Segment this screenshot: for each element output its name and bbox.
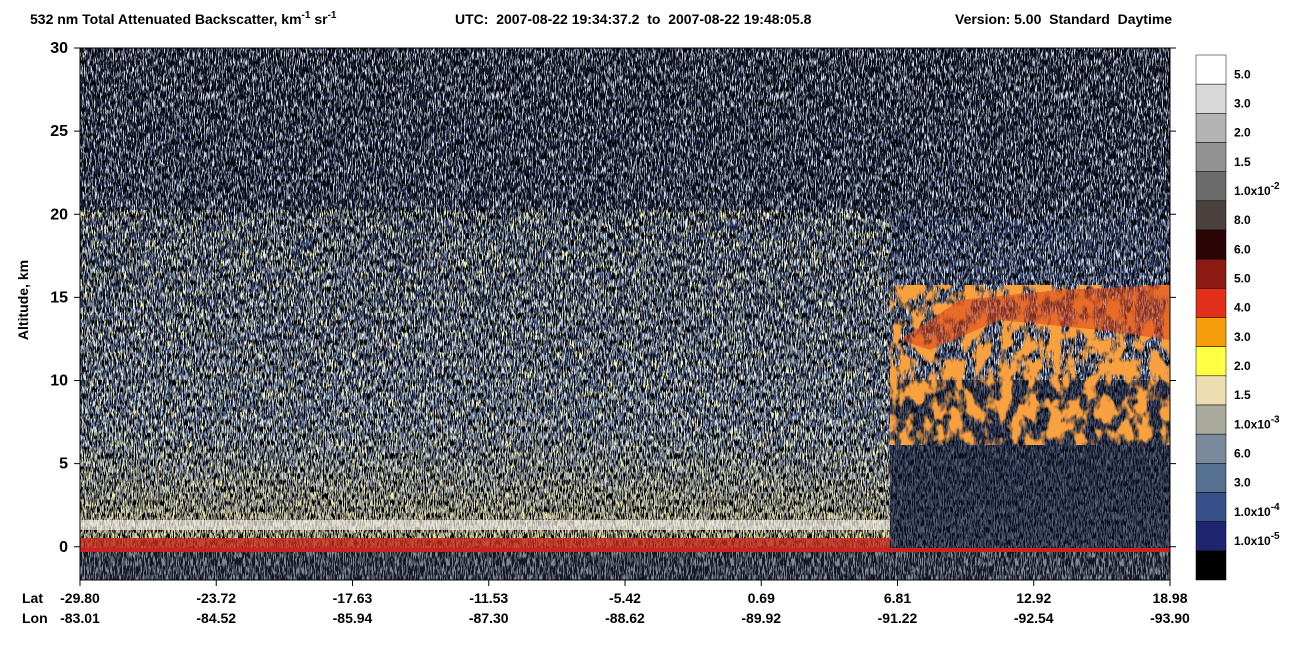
chart-title: 532 nm Total Attenuated Backscatter, km-… [30, 10, 337, 27]
title-exp: -1 [328, 10, 337, 21]
colorbar-label: 1.5 [1234, 388, 1251, 402]
colorbar-label-text: 1.5 [1234, 388, 1251, 402]
colorbar-label: 6.0 [1234, 242, 1251, 256]
x-tick-label: 6.81 [884, 590, 911, 606]
colorbar-box [1195, 375, 1227, 406]
colorbar-box [1195, 550, 1227, 581]
colorbar-box [1195, 54, 1227, 85]
colorbar-label-text: 3.0 [1234, 330, 1251, 344]
x-tick-label: -83.01 [60, 610, 100, 626]
x-tick-label: 18.98 [1152, 590, 1187, 606]
x-tick-label: -87.30 [469, 610, 509, 626]
x-tick-label: -84.52 [196, 610, 236, 626]
colorbar-label-exp: -4 [1271, 502, 1280, 513]
x-tick-label: -29.80 [60, 590, 100, 606]
colorbar-box [1195, 113, 1227, 143]
colorbar-label-text: 8.0 [1234, 213, 1251, 227]
colorbar-label: 1.5 [1234, 155, 1251, 169]
colorbar-label: 3.0 [1234, 476, 1251, 490]
y-axis-label: Altitude, km [15, 260, 31, 340]
colorbar-box [1195, 463, 1227, 493]
title-exp: -1 [302, 10, 311, 21]
x-tick-label: -11.53 [469, 590, 508, 606]
x-tick-label: -88.62 [605, 610, 645, 626]
title-unit: sr [310, 11, 328, 27]
x-tick-label: -92.54 [1014, 610, 1054, 626]
colorbar-label: 8.0 [1234, 213, 1251, 227]
colorbar-box [1195, 229, 1227, 260]
colorbar-label-exp: -3 [1271, 414, 1280, 425]
x-tick-label: 12.92 [1016, 590, 1051, 606]
colorbar-label-text: 1.0x10 [1234, 505, 1271, 519]
colorbar-label-text: 1.0x10 [1234, 184, 1271, 198]
colorbar-box [1195, 433, 1227, 464]
colorbar-label: 1.0x10-3 [1234, 414, 1280, 431]
colorbar-label: 1.0x10-2 [1234, 181, 1280, 198]
colorbar-box [1195, 83, 1227, 114]
colorbar-label-exp: -5 [1271, 531, 1280, 542]
colorbar-label: 2.0 [1234, 359, 1251, 373]
y-tick-label: 0 [59, 539, 68, 556]
backscatter-image [80, 48, 1170, 580]
colorbar-label: 5.0 [1234, 67, 1251, 81]
colorbar-label-exp: -2 [1271, 181, 1280, 192]
x-tick-label: -5.42 [609, 590, 641, 606]
colorbar-label-text: 6.0 [1234, 242, 1251, 256]
colorbar-label-text: 6.0 [1234, 447, 1251, 461]
x-row-name: Lat [22, 590, 43, 606]
x-tick-label: -17.63 [333, 590, 373, 606]
title-main: 532 nm Total Attenuated Backscatter, km [30, 11, 302, 27]
colorbar-label-text: 3.0 [1234, 476, 1251, 490]
y-tick-label: 25 [50, 123, 68, 140]
colorbar-box [1195, 521, 1227, 552]
colorbar-label-text: 1.0x10 [1234, 417, 1271, 431]
y-tick-label: 15 [50, 289, 68, 306]
x-tick-label: -89.92 [741, 610, 781, 626]
y-tick-label: 5 [59, 456, 68, 473]
colorbar-box [1195, 288, 1227, 318]
colorbar-label: 3.0 [1234, 330, 1251, 344]
x-tick-label: 0.69 [748, 590, 775, 606]
y-tick-label: 10 [50, 373, 68, 390]
x-tick-label: -91.22 [878, 610, 918, 626]
colorbar-label-text: 2.0 [1234, 126, 1251, 140]
x-tick-label: -85.94 [333, 610, 373, 626]
colorbar-label-text: 1.0x10 [1234, 534, 1271, 548]
colorbar-box [1195, 200, 1227, 231]
colorbar-label-text: 2.0 [1234, 359, 1251, 373]
x-row-name: Lon [22, 610, 48, 626]
colorbar-label: 6.0 [1234, 447, 1251, 461]
colorbar-label-text: 4.0 [1234, 301, 1251, 315]
x-tick-label: -93.90 [1150, 610, 1190, 626]
y-tick-label: 30 [50, 40, 68, 57]
title-utc: UTC: 2007-08-22 19:34:37.2 to 2007-08-22… [455, 11, 812, 27]
colorbar-box [1195, 346, 1227, 377]
y-tick-label: 20 [50, 206, 68, 223]
colorbar-label: 2.0 [1234, 126, 1251, 140]
colorbar-label: 1.0x10-5 [1234, 531, 1280, 548]
colorbar-box [1195, 142, 1227, 172]
colorbar-label: 4.0 [1234, 301, 1251, 315]
colorbar-label-text: 5.0 [1234, 272, 1251, 286]
colorbar-box [1195, 404, 1227, 435]
colorbar-box [1195, 258, 1227, 289]
x-tick-label: -23.72 [196, 590, 236, 606]
colorbar-label-text: 3.0 [1234, 97, 1251, 111]
colorbar-box [1195, 171, 1227, 202]
colorbar-label: 5.0 [1234, 272, 1251, 286]
colorbar-label-text: 1.5 [1234, 155, 1251, 169]
colorbar-box [1195, 492, 1227, 522]
colorbar-label: 1.0x10-4 [1234, 502, 1280, 519]
colorbar-label: 3.0 [1234, 97, 1251, 111]
colorbar-label-text: 5.0 [1234, 67, 1251, 81]
title-version: Version: 5.00 Standard Daytime [955, 11, 1172, 27]
colorbar-box [1195, 317, 1227, 347]
